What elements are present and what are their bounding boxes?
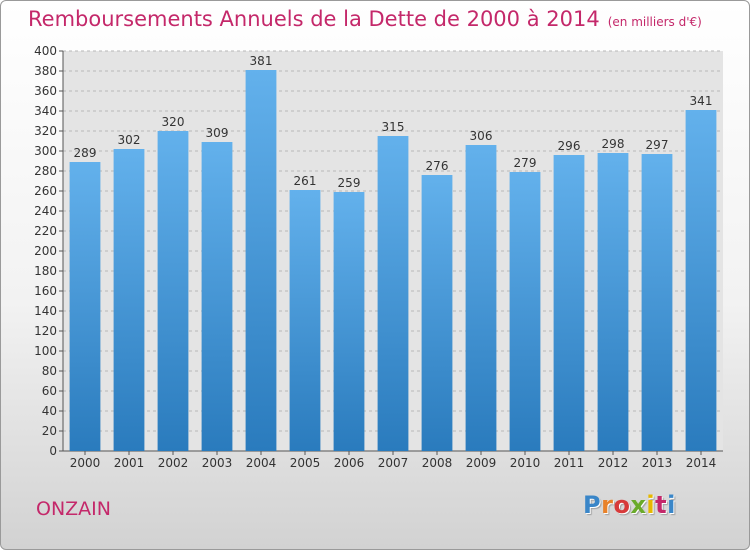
- x-tick-label: 2001: [114, 456, 145, 470]
- y-tick-label: 80: [42, 364, 57, 378]
- data-label: 315: [382, 120, 405, 134]
- x-tick-label: 2006: [334, 456, 365, 470]
- y-tick-label: 220: [34, 224, 57, 238]
- bar: [245, 70, 277, 451]
- x-tick-label: 2009: [466, 456, 497, 470]
- proxiti-logo[interactable]: Proxiti: [583, 491, 676, 519]
- logo-letter: o: [613, 491, 631, 519]
- bar: [333, 192, 365, 451]
- x-tick-label: 2011: [554, 456, 585, 470]
- y-tick-label: 340: [34, 104, 57, 118]
- data-label: 341: [690, 94, 713, 108]
- data-label: 279: [514, 156, 537, 170]
- y-tick-label: 280: [34, 164, 57, 178]
- bar: [465, 145, 497, 451]
- bar: [685, 110, 717, 451]
- y-tick-label: 300: [34, 144, 57, 158]
- logo-letter: i: [646, 491, 656, 519]
- x-tick-label: 2007: [378, 456, 409, 470]
- x-tick-label: 2008: [422, 456, 453, 470]
- y-tick-label: 140: [34, 304, 57, 318]
- y-tick-label: 200: [34, 244, 57, 258]
- x-tick-label: 2014: [686, 456, 717, 470]
- bar: [509, 172, 541, 451]
- y-tick-label: 260: [34, 184, 57, 198]
- bar: [421, 175, 453, 451]
- y-tick-label: 180: [34, 264, 57, 278]
- data-label: 296: [558, 139, 581, 153]
- y-tick-label: 0: [49, 444, 57, 458]
- logo-letter: t: [655, 491, 668, 519]
- bar-chart: 0 20 40 60 80 100 120 140 160 180 200 220 240 260 280 3…: [34, 44, 723, 470]
- y-tick-label: 380: [34, 64, 57, 78]
- commune-name: ONZAIN: [36, 498, 111, 520]
- data-label: 302: [118, 133, 141, 147]
- y-tick-label: 320: [34, 124, 57, 138]
- x-tick-label: 2000: [70, 456, 101, 470]
- y-tick-label: 100: [34, 344, 57, 358]
- x-tick-label: 2003: [202, 456, 233, 470]
- x-tick-label: 2004: [246, 456, 277, 470]
- x-tick-label: 2012: [598, 456, 629, 470]
- y-tick-label: 60: [42, 384, 57, 398]
- bar: [377, 136, 409, 451]
- data-label: 259: [338, 176, 361, 190]
- data-label: 297: [646, 138, 669, 152]
- x-tick-label: 2010: [510, 456, 541, 470]
- chart-title: Remboursements Annuels de la Dette de 20…: [28, 7, 702, 31]
- bar: [641, 154, 673, 451]
- bar: [553, 155, 585, 451]
- data-label: 306: [470, 129, 493, 143]
- data-label: 276: [426, 159, 449, 173]
- y-tick-label: 160: [34, 284, 57, 298]
- x-tick-label: 2013: [642, 456, 673, 470]
- chart-title-text: Remboursements Annuels de la Dette de 20…: [28, 7, 600, 31]
- bar: [289, 190, 321, 451]
- logo-letter: r: [601, 491, 614, 519]
- x-tick-label: 2005: [290, 456, 321, 470]
- y-tick-label: 20: [42, 424, 57, 438]
- y-tick-label: 120: [34, 324, 57, 338]
- data-label: 309: [206, 126, 229, 140]
- data-label: 289: [74, 146, 97, 160]
- logo-letter: P: [583, 491, 602, 519]
- data-label: 298: [602, 137, 625, 151]
- bar: [597, 153, 629, 451]
- bar: [201, 142, 233, 451]
- data-label: 381: [250, 54, 273, 68]
- y-tick-label: 360: [34, 84, 57, 98]
- chart-subtitle: (en milliers d'€): [607, 15, 702, 29]
- logo-letter: i: [667, 491, 676, 519]
- bar: [69, 162, 101, 451]
- data-label: 261: [294, 174, 317, 188]
- y-tick-label: 40: [42, 404, 57, 418]
- logo-letter: x: [630, 491, 647, 519]
- y-tick-label: 400: [34, 44, 57, 58]
- bar: [157, 131, 189, 451]
- x-tick-label: 2002: [158, 456, 189, 470]
- bar: [113, 149, 145, 451]
- y-tick-label: 240: [34, 204, 57, 218]
- data-label: 320: [162, 115, 185, 129]
